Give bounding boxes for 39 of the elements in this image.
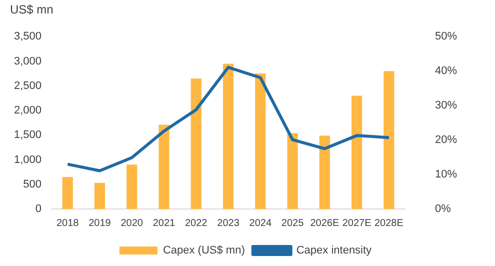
y-tick-label: 0 <box>35 203 42 216</box>
bar <box>384 71 394 209</box>
bar <box>190 78 202 209</box>
y2-tick-label: 10% <box>434 168 458 181</box>
bar <box>319 136 330 209</box>
bar <box>158 124 170 209</box>
y2-tick-label: 40% <box>434 65 458 78</box>
y-tick-label: 3,500 <box>14 30 42 43</box>
y2-tick-label: 0% <box>434 203 452 216</box>
y-tick-label: 500 <box>23 178 42 190</box>
x-tick-label: 2028E <box>374 218 404 229</box>
bar <box>287 133 298 209</box>
x-tick-label: 2025 <box>281 218 304 229</box>
x-tick-label: 2026E <box>310 218 340 229</box>
y-axis-title: US$ mn <box>10 2 54 16</box>
bar <box>62 176 73 209</box>
y-tick-label: 1,500 <box>14 129 42 142</box>
bar <box>126 164 138 209</box>
x-tick-label: 2022 <box>185 218 208 229</box>
x-tick-label: 2019 <box>88 218 112 229</box>
y2-tick-label: 50% <box>434 30 458 43</box>
y2-tick-label: 20% <box>434 134 458 146</box>
y-tick-label: 1,000 <box>14 154 42 166</box>
y-tick-label: 2,500 <box>14 80 42 92</box>
legend-label: Capex (US$ mn) <box>162 244 245 257</box>
x-tick-label: 2018 <box>56 218 80 229</box>
y2-tick-label: 30% <box>434 100 458 112</box>
x-tick-label: 2020 <box>120 218 144 229</box>
x-tick-label: 2021 <box>152 218 176 229</box>
x-tick-label: 2023 <box>217 218 240 229</box>
bar <box>222 64 234 209</box>
legend-label: Capex intensity <box>296 244 372 257</box>
bar <box>94 182 106 209</box>
bar <box>255 74 266 209</box>
y-tick-label: 3,000 <box>14 55 42 68</box>
x-tick-label: 2024 <box>249 218 272 229</box>
x-tick-label: 2027E <box>342 218 372 229</box>
y-tick-label: 2,000 <box>14 104 42 117</box>
bar <box>351 96 362 209</box>
